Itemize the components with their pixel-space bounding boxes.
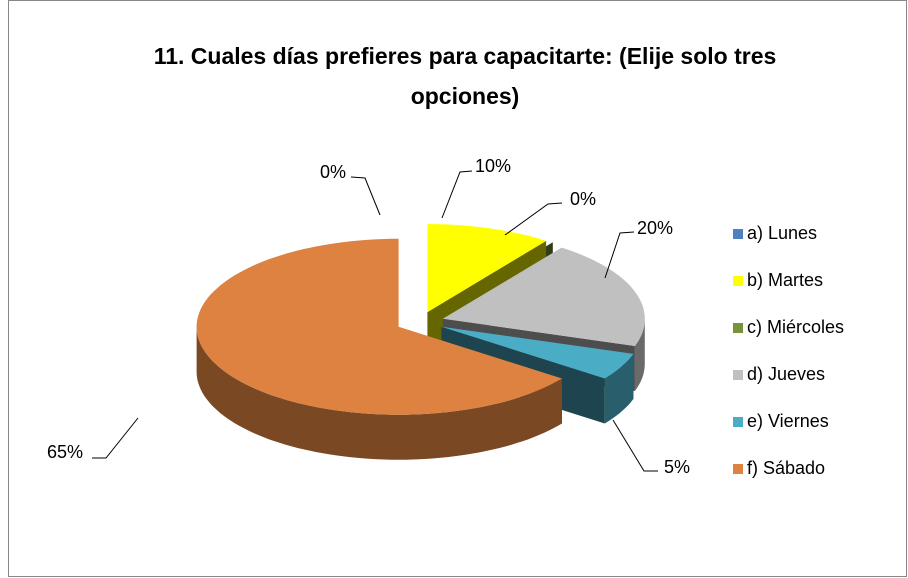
slice: [427, 224, 547, 313]
slice-wall: [604, 353, 634, 424]
slice-wall: [196, 326, 562, 460]
chart-title: 11. Cuales días prefieres para capacitar…: [153, 43, 777, 109]
data-label: 65%: [47, 442, 83, 462]
data-label: 20%: [637, 218, 673, 238]
slice: [442, 247, 645, 346]
legend-label: b) Martes: [747, 270, 823, 290]
legend-label: e) Viernes: [747, 411, 829, 431]
leader-line: [441, 170, 473, 219]
legend-swatch: [733, 417, 743, 427]
legend-swatch: [733, 276, 743, 286]
slice: [196, 238, 562, 415]
legend-swatch: [733, 323, 743, 333]
data-label: 0%: [320, 162, 346, 182]
leader-line: [350, 176, 381, 216]
leader-line: [504, 202, 563, 236]
legend-swatch: [733, 370, 743, 380]
data-label: 5%: [664, 457, 690, 477]
legend-swatch: [733, 464, 743, 474]
data-label: 0%: [570, 189, 596, 209]
data-label: 10%: [475, 156, 511, 176]
legend-label: a) Lunes: [747, 223, 817, 243]
slice-wall: [634, 318, 645, 391]
legend-label: d) Jueves: [747, 364, 825, 384]
slice: [441, 326, 634, 379]
legend-label: c) Miércoles: [747, 317, 844, 337]
legend-swatch: [733, 229, 743, 239]
leader-line: [612, 419, 658, 472]
leader-line: [604, 231, 635, 279]
legend-label: f) Sábado: [747, 458, 825, 478]
leader-line: [92, 417, 139, 459]
